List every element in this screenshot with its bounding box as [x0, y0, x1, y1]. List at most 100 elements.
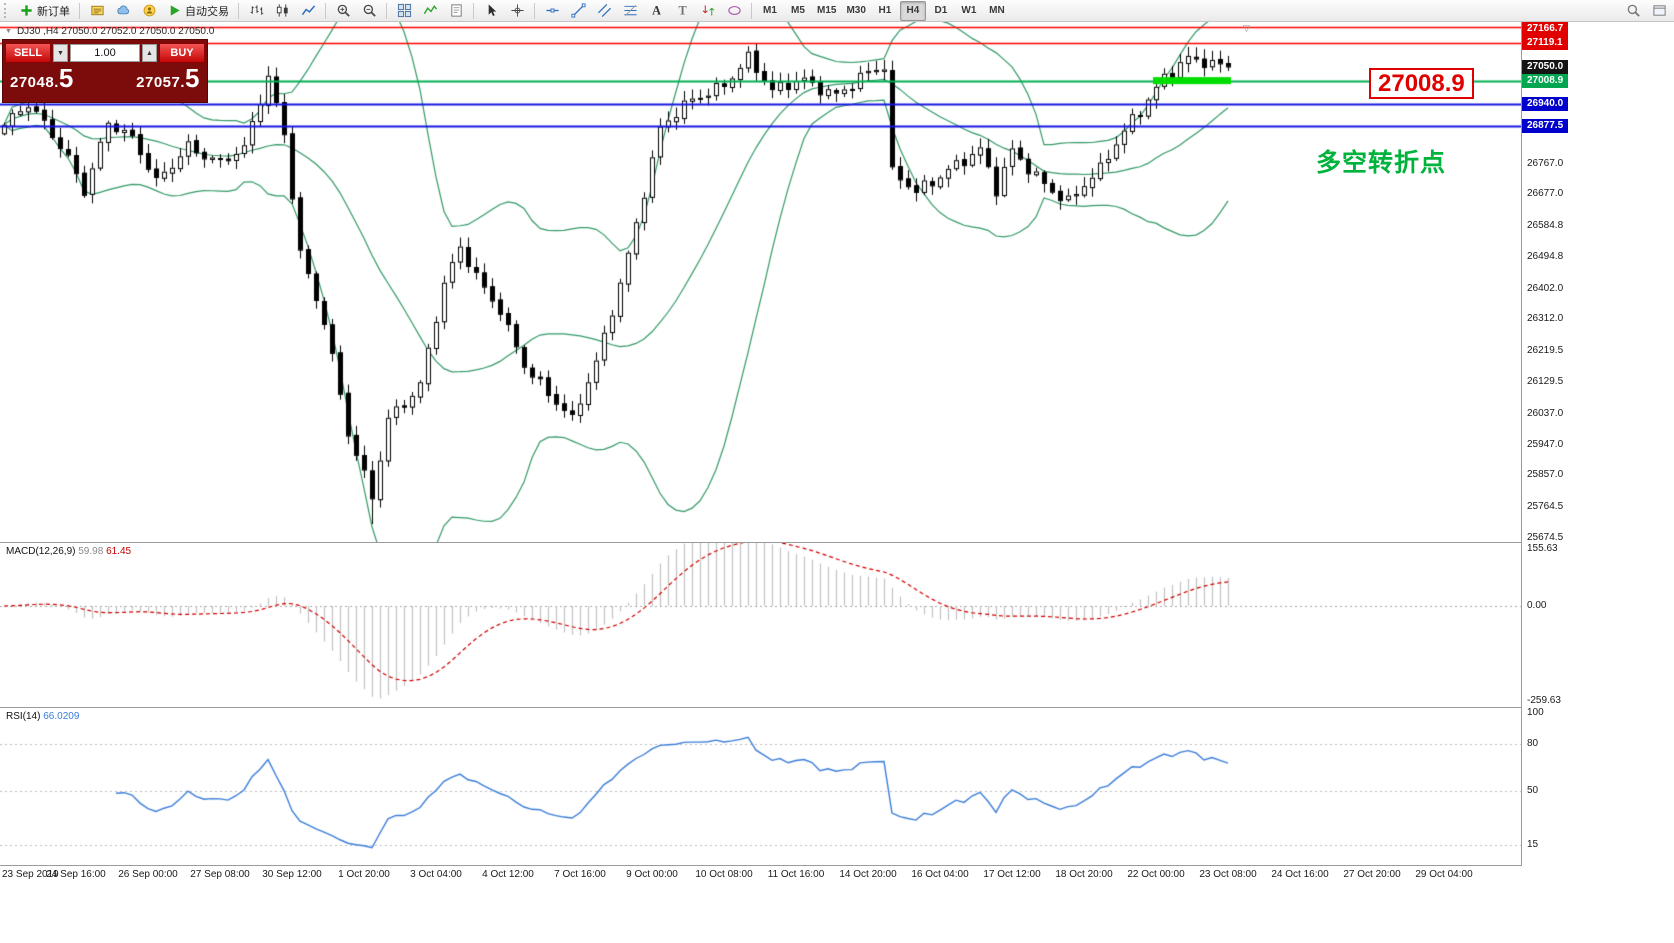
- label-button[interactable]: T: [670, 1, 694, 21]
- price-axis-label: 26767.0: [1527, 157, 1564, 169]
- fibo-icon: [623, 3, 638, 18]
- collapse-arrow-icon[interactable]: ▼: [5, 28, 12, 35]
- macd-indicator-label: MACD(12,26,9) 59.98 61.45: [6, 546, 131, 557]
- rsi-panel-canvas[interactable]: [0, 708, 1521, 866]
- toolbar-separator: [79, 2, 80, 19]
- trendline-button[interactable]: [566, 1, 590, 21]
- macd-panel-canvas[interactable]: [0, 543, 1521, 708]
- buy-button[interactable]: BUY: [159, 43, 205, 63]
- timeframe-h4-button[interactable]: H4: [899, 0, 926, 21]
- ohlc-text: DJ30 ,H4 27050.0 27052.0 27050.0 27050.0: [16, 26, 215, 37]
- macd-signal-value: 61.45: [106, 546, 132, 557]
- price-line-tag: 27166.7: [1522, 22, 1569, 36]
- time-axis-label: 1 Oct 20:00: [338, 869, 390, 880]
- pivot-annotation-text[interactable]: 多空转折点: [1316, 149, 1447, 177]
- channel-icon: [597, 3, 612, 18]
- price-axis-label: 25764.5: [1527, 501, 1564, 513]
- sell-button[interactable]: SELL: [5, 43, 51, 63]
- timeframe-w1-button[interactable]: W1: [956, 1, 982, 21]
- price-axis[interactable]: 26767.0 26677.0 26584.8 26494.8 26402.0 26312…: [1521, 22, 1674, 866]
- volume-down-button[interactable]: ▼: [53, 44, 68, 62]
- arrows-button[interactable]: [696, 1, 720, 21]
- line-chart-button[interactable]: [296, 1, 320, 21]
- main-toolbar: 新订单 自动交易 A T M1 M5 M15 M30 H1 H4 D1 W1 MN: [0, 0, 1674, 22]
- timeframe-m15-button[interactable]: M15: [813, 1, 840, 21]
- chart-profiles-button[interactable]: [85, 1, 109, 21]
- profiles-icon: [90, 3, 105, 18]
- channel-button[interactable]: [592, 1, 616, 21]
- time-axis-label: 23 Oct 08:00: [1199, 869, 1257, 880]
- buy-price: 27057.5: [136, 65, 200, 91]
- price-axis-label: 26219.5: [1527, 345, 1564, 357]
- timeframe-h1-button[interactable]: H1: [872, 1, 898, 21]
- timeframe-d1-button[interactable]: D1: [928, 1, 954, 21]
- timeframe-m5-button[interactable]: M5: [785, 1, 811, 21]
- symbol-ohlc-label: ▼ DJ30 ,H4 27050.0 27052.0 27050.0 27050…: [5, 26, 214, 37]
- time-axis-label: 11 Oct 16:00: [767, 869, 825, 880]
- volume-up-button[interactable]: ▲: [142, 44, 157, 62]
- time-axis-label: 4 Oct 12:00: [482, 869, 534, 880]
- svg-text:A: A: [652, 4, 661, 18]
- community-button[interactable]: [137, 1, 161, 21]
- toolbar-separator: [238, 2, 239, 19]
- zoom-out-icon: [362, 3, 377, 18]
- rsi-axis-label: 100: [1527, 707, 1544, 718]
- time-axis-label: 7 Oct 16:00: [554, 869, 606, 880]
- search-button[interactable]: [1621, 1, 1645, 21]
- toolbar-separator: [751, 2, 752, 19]
- zoom-out-button[interactable]: [357, 1, 381, 21]
- time-axis-label: 24 Sep 16:00: [46, 869, 106, 880]
- price-line-tag: 27008.9: [1522, 73, 1569, 88]
- panel-divider[interactable]: [0, 542, 1674, 543]
- timeframe-m1-button[interactable]: M1: [757, 1, 783, 21]
- price-axis-label: 26677.0: [1527, 188, 1564, 200]
- price-axis-label: 26037.0: [1527, 407, 1564, 419]
- search-icon: [1626, 3, 1641, 18]
- indicators-button[interactable]: [418, 1, 442, 21]
- shapes-button[interactable]: [722, 1, 746, 21]
- cloud-storage-button[interactable]: [111, 1, 135, 21]
- timeframe-m30-button[interactable]: M30: [842, 1, 869, 21]
- time-axis-label: 18 Oct 20:00: [1055, 869, 1113, 880]
- new-order-button[interactable]: 新订单: [15, 1, 74, 21]
- toolbar-separator: [534, 2, 535, 19]
- sell-price-main: 27048.: [10, 74, 59, 91]
- price-axis-label: 25857.0: [1527, 469, 1564, 481]
- volume-input[interactable]: [70, 44, 140, 62]
- chart-shift-marker-icon[interactable]: ▽: [1243, 23, 1250, 33]
- new-order-button-label: 新订单: [37, 5, 70, 18]
- fibo-button[interactable]: [618, 1, 642, 21]
- panel-divider[interactable]: [0, 707, 1674, 708]
- time-axis-label: 30 Sep 12:00: [262, 869, 322, 880]
- price-axis-label: 26494.8: [1527, 250, 1564, 262]
- shapes-icon: [727, 3, 742, 18]
- autotrade-button[interactable]: 自动交易: [163, 1, 233, 21]
- time-axis-label: 27 Sep 08:00: [190, 869, 250, 880]
- tile-windows-button[interactable]: [392, 1, 416, 21]
- timeframe-mn-button[interactable]: MN: [984, 1, 1010, 21]
- time-axis-label: 24 Oct 16:00: [1271, 869, 1329, 880]
- toolbar-separator: [325, 2, 326, 19]
- line-chart-icon: [301, 3, 316, 18]
- time-axis-label: 16 Oct 04:00: [911, 869, 969, 880]
- time-axis[interactable]: 23 Sep 2019 24 Sep 16:00 26 Sep 00:00 27 Se…: [0, 866, 1674, 886]
- price-callout-label[interactable]: 27008.9: [1369, 68, 1474, 99]
- price-axis-label: 26584.8: [1527, 219, 1564, 231]
- sell-price: 27048.5: [10, 65, 74, 91]
- templates-button[interactable]: [444, 1, 468, 21]
- window-layout-button[interactable]: [1647, 1, 1671, 21]
- zoom-in-button[interactable]: [331, 1, 355, 21]
- hline-icon: [545, 3, 560, 18]
- text-button[interactable]: A: [644, 1, 668, 21]
- main-chart-canvas[interactable]: [0, 22, 1521, 543]
- candle-chart-button[interactable]: [270, 1, 294, 21]
- bar-chart-button[interactable]: [244, 1, 268, 21]
- cursor-button[interactable]: [479, 1, 503, 21]
- time-axis-label: 23 Sep 2019: [2, 869, 59, 880]
- price-axis-label: 26402.0: [1527, 282, 1564, 294]
- hline-button[interactable]: [540, 1, 564, 21]
- price-axis-label: 25674.5: [1527, 531, 1564, 543]
- crosshair-button[interactable]: [505, 1, 529, 21]
- macd-axis-label: -259.63: [1527, 695, 1561, 707]
